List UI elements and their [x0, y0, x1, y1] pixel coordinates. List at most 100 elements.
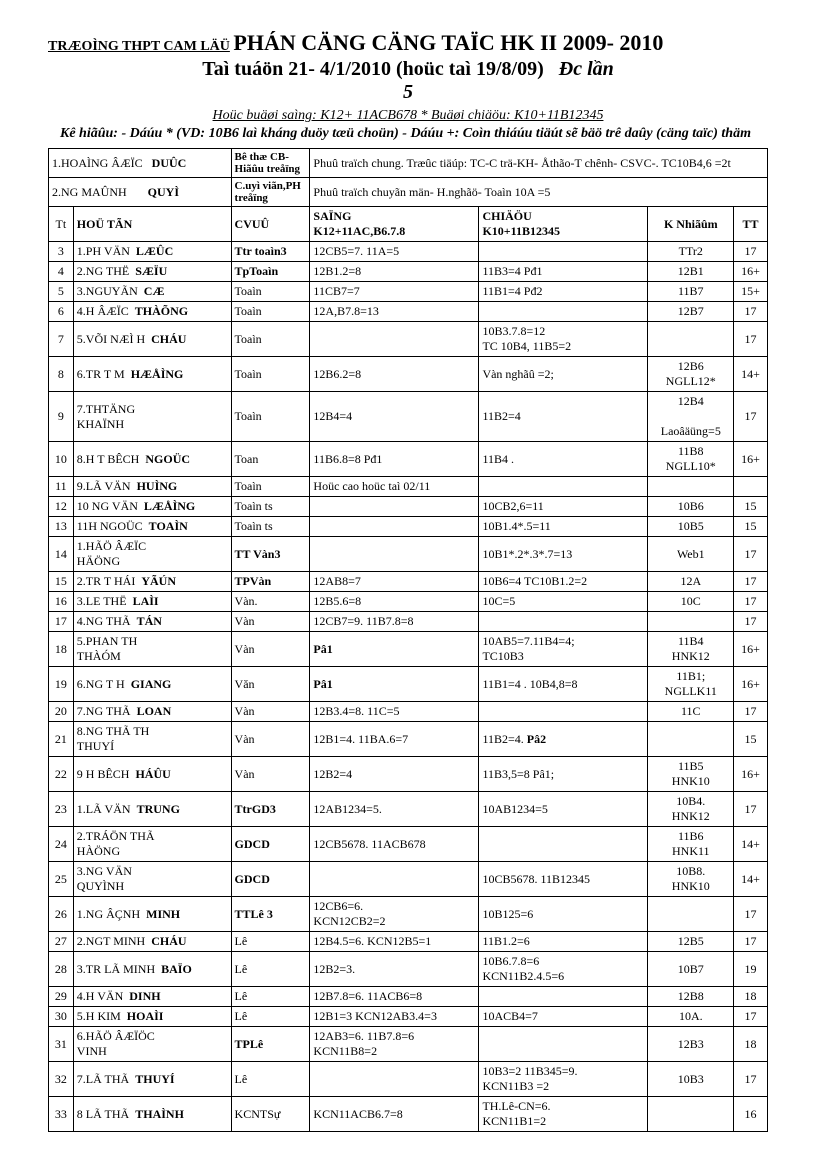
cell-chieu: 10B1.4*.5=11: [479, 517, 648, 537]
cell-cvuu: Văn: [231, 667, 310, 702]
cell-knhieu: 11B7: [648, 282, 734, 302]
cell-chieu: [479, 302, 648, 322]
cell-tt: 11: [49, 477, 74, 497]
cell-chieu: 11B1.2=6: [479, 932, 648, 952]
cell-cvuu: Vàn: [231, 612, 310, 632]
dclan: Đc lần: [559, 58, 614, 80]
cell-ttx: 17: [734, 897, 768, 932]
cell-sang: 12B1=3 KCN12AB3.4=3: [310, 1007, 479, 1027]
table-row: 283.TR LÃ MINH BAÏOLê12B2=3.10B6.7.8=6KC…: [49, 952, 768, 987]
cell-sang: 11B6.8=8 Pđ1: [310, 442, 479, 477]
cell-tt: 25: [49, 862, 74, 897]
cell-tt: 19: [49, 667, 74, 702]
cell-chieu: Vàn nghãû =2;: [479, 357, 648, 392]
hdr-sang: SAÏNG K12+11AC,B6.7.8: [310, 207, 479, 242]
table-row: 97.THTÄNGKHAÏNHToaìn12B4=411B2=412B4Laoâ…: [49, 392, 768, 442]
cell-knhieu: [648, 477, 734, 497]
cell-chieu: 11B4 .: [479, 442, 648, 477]
cell-cvuu: Vàn: [231, 757, 310, 792]
cell-tt: 17: [49, 612, 74, 632]
cell-cvuu: Toaìn: [231, 282, 310, 302]
cell-chieu: 10B1*.2*.3*.7=13: [479, 537, 648, 572]
cell-knhieu: [648, 897, 734, 932]
cell-knhieu: 12B5: [648, 932, 734, 952]
cell-ttx: 17: [734, 592, 768, 612]
cell-cvuu: Vàn.: [231, 592, 310, 612]
cell-sang: 12B6.2=8: [310, 357, 479, 392]
cell-cvuu: Toaìn: [231, 357, 310, 392]
table-row: 42.NG THË SÆÏUTpToaìn12B1.2=811B3=4 Pđ11…: [49, 262, 768, 282]
table-row: 174.NG THÃ TÁNVàn12CB7=9. 11B7.8=817: [49, 612, 768, 632]
cell-name: 9 H BÊCH HÁÛU: [73, 757, 231, 792]
cell-name: 7.THTÄNGKHAÏNH: [73, 392, 231, 442]
table-row: 64.H ÂÆÏC THÀÕNGToaìn12A,B7.8=1312B717: [49, 302, 768, 322]
cell-ttx: 17: [734, 1007, 768, 1027]
cell-name: 5.PHAN THTHÀÓM: [73, 632, 231, 667]
cell-ttx: 15: [734, 722, 768, 757]
cell-name: 3.NGUYÃN CÆ: [73, 282, 231, 302]
cell-sang: 12B4=4: [310, 392, 479, 442]
cell-tt: 26: [49, 897, 74, 932]
cell-tt: 18: [49, 632, 74, 667]
cell-ttx: 15: [734, 517, 768, 537]
cell-name: 1.HÃÖ ÂÆÏCHÄÖNG: [73, 537, 231, 572]
cell-sang: 12CB5=7. 11A=5: [310, 242, 479, 262]
cell-name: 11H NGOÜC TOAÌN: [73, 517, 231, 537]
cell-knhieu: 12A: [648, 572, 734, 592]
cell-tt: 30: [49, 1007, 74, 1027]
table-row: 185.PHAN THTHÀÓMVànPâ110AB5=7.11B4=4;TC1…: [49, 632, 768, 667]
cell-sang: 12A,B7.8=13: [310, 302, 479, 322]
table-row: 261.NG ÂÇNH MINHTTLê 312CB6=6.KCN12CB2=2…: [49, 897, 768, 932]
cell-knhieu: 10B5: [648, 517, 734, 537]
cell-name: 3.NG VÄNQUYÌNH: [73, 862, 231, 897]
cell-tt: 14: [49, 537, 74, 572]
cell-ttx: 14+: [734, 357, 768, 392]
cell-name: 6.TR T M HÆÅÌNG: [73, 357, 231, 392]
cell-knhieu: Web1: [648, 537, 734, 572]
table-row: 338 LÃ THÃ THAÌNHKCNTSựKCN11ACB6.7=8TH.L…: [49, 1097, 768, 1132]
top-row-1: 1.HOAÌNG ÂÆÏC DUÛC Bê thæ CB- Hiãûu treå…: [49, 149, 768, 178]
cell-sang: 12AB3=6. 11B7.8=6KCN11B8=2: [310, 1027, 479, 1062]
cell-chieu: [479, 827, 648, 862]
cell-tt: 21: [49, 722, 74, 757]
cell-tt: 15: [49, 572, 74, 592]
cell-name: 3.TR LÃ MINH BAÏO: [73, 952, 231, 987]
cell-tt: 3: [49, 242, 74, 262]
cell-knhieu: 10B3: [648, 1062, 734, 1097]
header-row: Tt HOÜ TÃN CVUÛ SAÏNG K12+11AC,B6.7.8 CH…: [49, 207, 768, 242]
cell-ttx: 17: [734, 302, 768, 322]
table-row: 1210 NG VÄN LÆÅÌNGToaìn ts10CB2,6=1110B6…: [49, 497, 768, 517]
table-row: 253.NG VÄNQUYÌNHGDCD10CB5678. 11B1234510…: [49, 862, 768, 897]
cell-ttx: 16+: [734, 667, 768, 702]
cell-cvuu: Ttr toaìn3: [231, 242, 310, 262]
cell-ttx: 15: [734, 497, 768, 517]
table-row: 141.HÃÖ ÂÆÏCHÄÖNGTT Vàn310B1*.2*.3*.7=13…: [49, 537, 768, 572]
table-row: 1311H NGOÜC TOAÌNToaìn ts10B1.4*.5=1110B…: [49, 517, 768, 537]
cell-knhieu: 12B4Laoâäüng=5: [648, 392, 734, 442]
cell-ttx: 17: [734, 242, 768, 262]
cell-cvuu: GDCD: [231, 862, 310, 897]
cell-cvuu: Toaìn: [231, 322, 310, 357]
hdr-name: HOÜ TÃN: [73, 207, 231, 242]
cell-cvuu: Vàn: [231, 632, 310, 667]
cell-name: 9.LÃ VÄN HUÌNG: [73, 477, 231, 497]
cell-ttx: 17: [734, 572, 768, 592]
cell-tt: 6: [49, 302, 74, 322]
cell-knhieu: [648, 612, 734, 632]
cell-name: 3.LE THË LAÌI: [73, 592, 231, 612]
table-row: 163.LE THË LAÌIVàn.12B5.6=810C=510C17: [49, 592, 768, 612]
cell-name: 4.H ÂÆÏC THÀÕNG: [73, 302, 231, 322]
cell-tt: 7: [49, 322, 74, 357]
paren: (hoüc taì 19/8/09): [396, 58, 544, 80]
cell-sang: [310, 517, 479, 537]
cell-cvuu: Toaìn: [231, 392, 310, 442]
cell-sang: 12CB7=9. 11B7.8=8: [310, 612, 479, 632]
cell-sang: [310, 537, 479, 572]
cell-sang: 12B1=4. 11BA.6=7: [310, 722, 479, 757]
cell-knhieu: 12B7: [648, 302, 734, 322]
cell-name: 8.H T BÊCH NGOÜC: [73, 442, 231, 477]
cell-ttx: 17: [734, 932, 768, 952]
cell-chieu: 10CB2,6=11: [479, 497, 648, 517]
cell-name: 1.PH VÄN LÆÛC: [73, 242, 231, 262]
cell-cvuu: TpToaìn: [231, 262, 310, 282]
